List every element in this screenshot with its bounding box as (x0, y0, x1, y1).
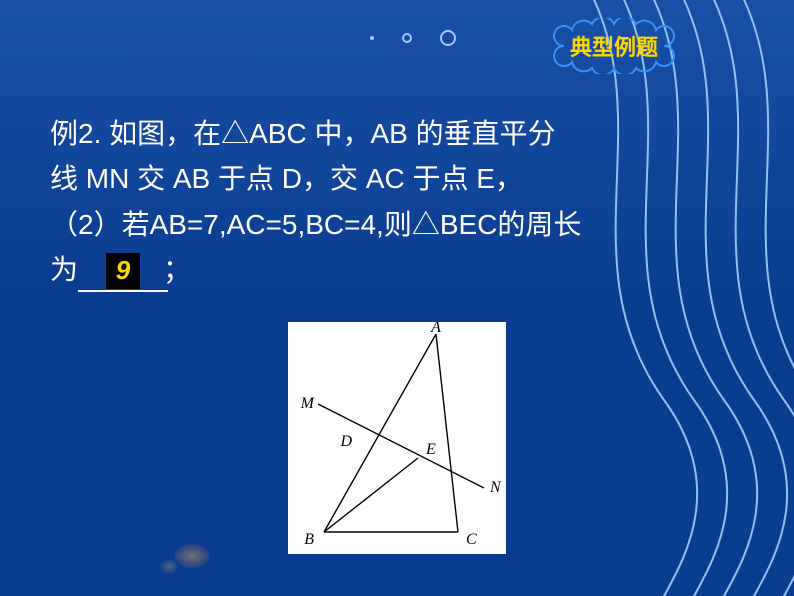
problem-text: 例2. 如图，在△ABC 中，AB 的垂直平分 线 MN 交 AB 于点 D，交… (50, 112, 694, 294)
decor-dots (370, 30, 456, 46)
problem-line-3b: 为 9 ； (50, 248, 694, 291)
answer-blank: 9 (78, 248, 168, 291)
title-badge-text: 典型例题 (570, 30, 658, 62)
answer-value: 9 (116, 255, 130, 285)
glow-decor-small (160, 560, 178, 574)
problem-line-3a: （2）若AB=7,AC=5,BC=4,则△BEC的周长 (50, 203, 694, 246)
svg-text:M: M (300, 395, 316, 412)
geometry-diagram: A B C D E M N (288, 322, 506, 554)
glow-decor (174, 544, 210, 568)
svg-text:C: C (466, 531, 477, 548)
svg-text:N: N (489, 479, 502, 496)
problem-suffix: ； (168, 248, 186, 291)
problem-line-1: 例2. 如图，在△ABC 中，AB 的垂直平分 (50, 112, 694, 155)
svg-text:B: B (304, 531, 314, 548)
problem-line-2: 线 MN 交 AB 于点 D，交 AC 于点 E， (50, 157, 694, 200)
svg-text:A: A (430, 322, 441, 336)
problem-prefix: 为 (50, 254, 78, 285)
svg-text:E: E (425, 441, 436, 458)
title-badge: 典型例题 (544, 18, 684, 74)
svg-text:D: D (339, 433, 352, 450)
wave-decor (574, 0, 794, 596)
